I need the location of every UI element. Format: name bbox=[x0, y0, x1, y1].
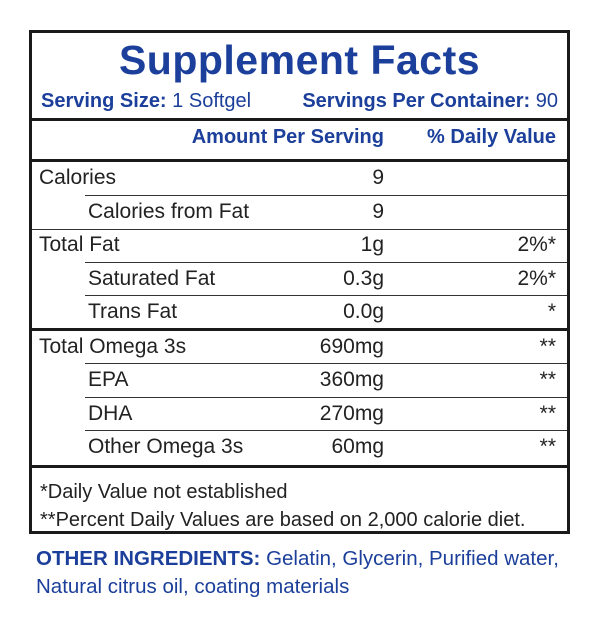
nutrient-row-calories: Calories 9 bbox=[32, 162, 567, 193]
serving-info: Serving Size: 1 Softgel Servings Per Con… bbox=[41, 90, 558, 116]
nutrient-row-calories-from-fat: Calories from Fat 9 bbox=[32, 196, 567, 227]
divider bbox=[85, 195, 567, 196]
nutrient-label: Trans Fat bbox=[88, 300, 178, 323]
nutrient-amount: 360mg bbox=[319, 368, 384, 391]
nutrient-amount: 9 bbox=[372, 200, 384, 223]
nutrient-label: Other Omega 3s bbox=[88, 435, 244, 458]
header-daily-value: % Daily Value bbox=[427, 126, 556, 148]
nutrient-amount: 60mg bbox=[331, 435, 384, 458]
nutrient-amount: 270mg bbox=[319, 402, 384, 425]
serving-size-label: Serving Size: bbox=[41, 90, 167, 112]
nutrient-label: Total Omega 3s bbox=[39, 335, 187, 358]
other-ingredients-text: Gelatin, Glycerin, Purified water, Natur… bbox=[36, 547, 559, 598]
divider bbox=[32, 159, 567, 162]
nutrient-label: Total Fat bbox=[39, 233, 120, 256]
divider bbox=[32, 328, 567, 331]
nutrient-row-epa: EPA 360mg ** bbox=[32, 364, 567, 395]
nutrient-daily-value: ** bbox=[539, 335, 556, 358]
nutrient-daily-value: * bbox=[547, 300, 556, 323]
nutrient-label: DHA bbox=[88, 402, 133, 425]
nutrient-row-dha: DHA 270mg ** bbox=[32, 398, 567, 429]
nutrient-label: Calories bbox=[39, 166, 117, 189]
other-ingredients-label: OTHER INGREDIENTS: bbox=[36, 547, 261, 570]
divider bbox=[85, 262, 567, 263]
header-amount-per-serving: Amount Per Serving bbox=[191, 126, 384, 148]
panel-title: Supplement Facts bbox=[118, 37, 481, 83]
nutrient-amount: 690mg bbox=[319, 335, 384, 358]
divider bbox=[85, 397, 567, 398]
nutrient-row-other-omega-3s: Other Omega 3s 60mg ** bbox=[32, 431, 567, 462]
footnote-percent-daily-values: **Percent Daily Values are based on 2,00… bbox=[40, 509, 526, 531]
nutrient-amount: 0.0g bbox=[343, 300, 384, 323]
serving-size-value: 1 Softgel bbox=[172, 90, 252, 112]
nutrient-daily-value: 2%* bbox=[517, 233, 556, 256]
nutrient-label: Calories from Fat bbox=[88, 200, 250, 223]
nutrient-daily-value: ** bbox=[539, 435, 556, 458]
divider bbox=[32, 118, 567, 121]
nutrient-label: EPA bbox=[88, 368, 129, 391]
nutrient-row-saturated-fat: Saturated Fat 0.3g 2%* bbox=[32, 263, 567, 294]
nutrient-daily-value: 2%* bbox=[517, 267, 556, 290]
servings-per-container: Servings Per Container: 90 bbox=[302, 90, 558, 116]
divider bbox=[85, 363, 567, 364]
servings-per-container-value: 90 bbox=[535, 90, 558, 112]
nutrient-daily-value: ** bbox=[539, 402, 556, 425]
divider bbox=[32, 229, 567, 230]
divider bbox=[85, 295, 567, 296]
nutrient-amount: 1g bbox=[360, 233, 384, 256]
serving-size: Serving Size: 1 Softgel bbox=[41, 90, 251, 116]
nutrient-row-total-fat: Total Fat 1g 2%* bbox=[32, 229, 567, 260]
nutrient-amount: 0.3g bbox=[343, 267, 384, 290]
supplement-facts-panel: Supplement Facts Serving Size: 1 Softgel… bbox=[29, 30, 570, 534]
other-ingredients: OTHER INGREDIENTS: Gelatin, Glycerin, Pu… bbox=[36, 545, 566, 601]
servings-per-container-label: Servings Per Container: bbox=[302, 90, 531, 112]
footnote-daily-value-not-established: *Daily Value not established bbox=[40, 481, 288, 503]
nutrient-row-trans-fat: Trans Fat 0.0g * bbox=[32, 296, 567, 327]
nutrient-daily-value: ** bbox=[539, 368, 556, 391]
nutrient-label: Saturated Fat bbox=[88, 267, 216, 290]
nutrient-row-total-omega-3s: Total Omega 3s 690mg ** bbox=[32, 331, 567, 362]
divider bbox=[32, 465, 567, 468]
divider bbox=[85, 430, 567, 431]
nutrient-amount: 9 bbox=[372, 166, 384, 189]
